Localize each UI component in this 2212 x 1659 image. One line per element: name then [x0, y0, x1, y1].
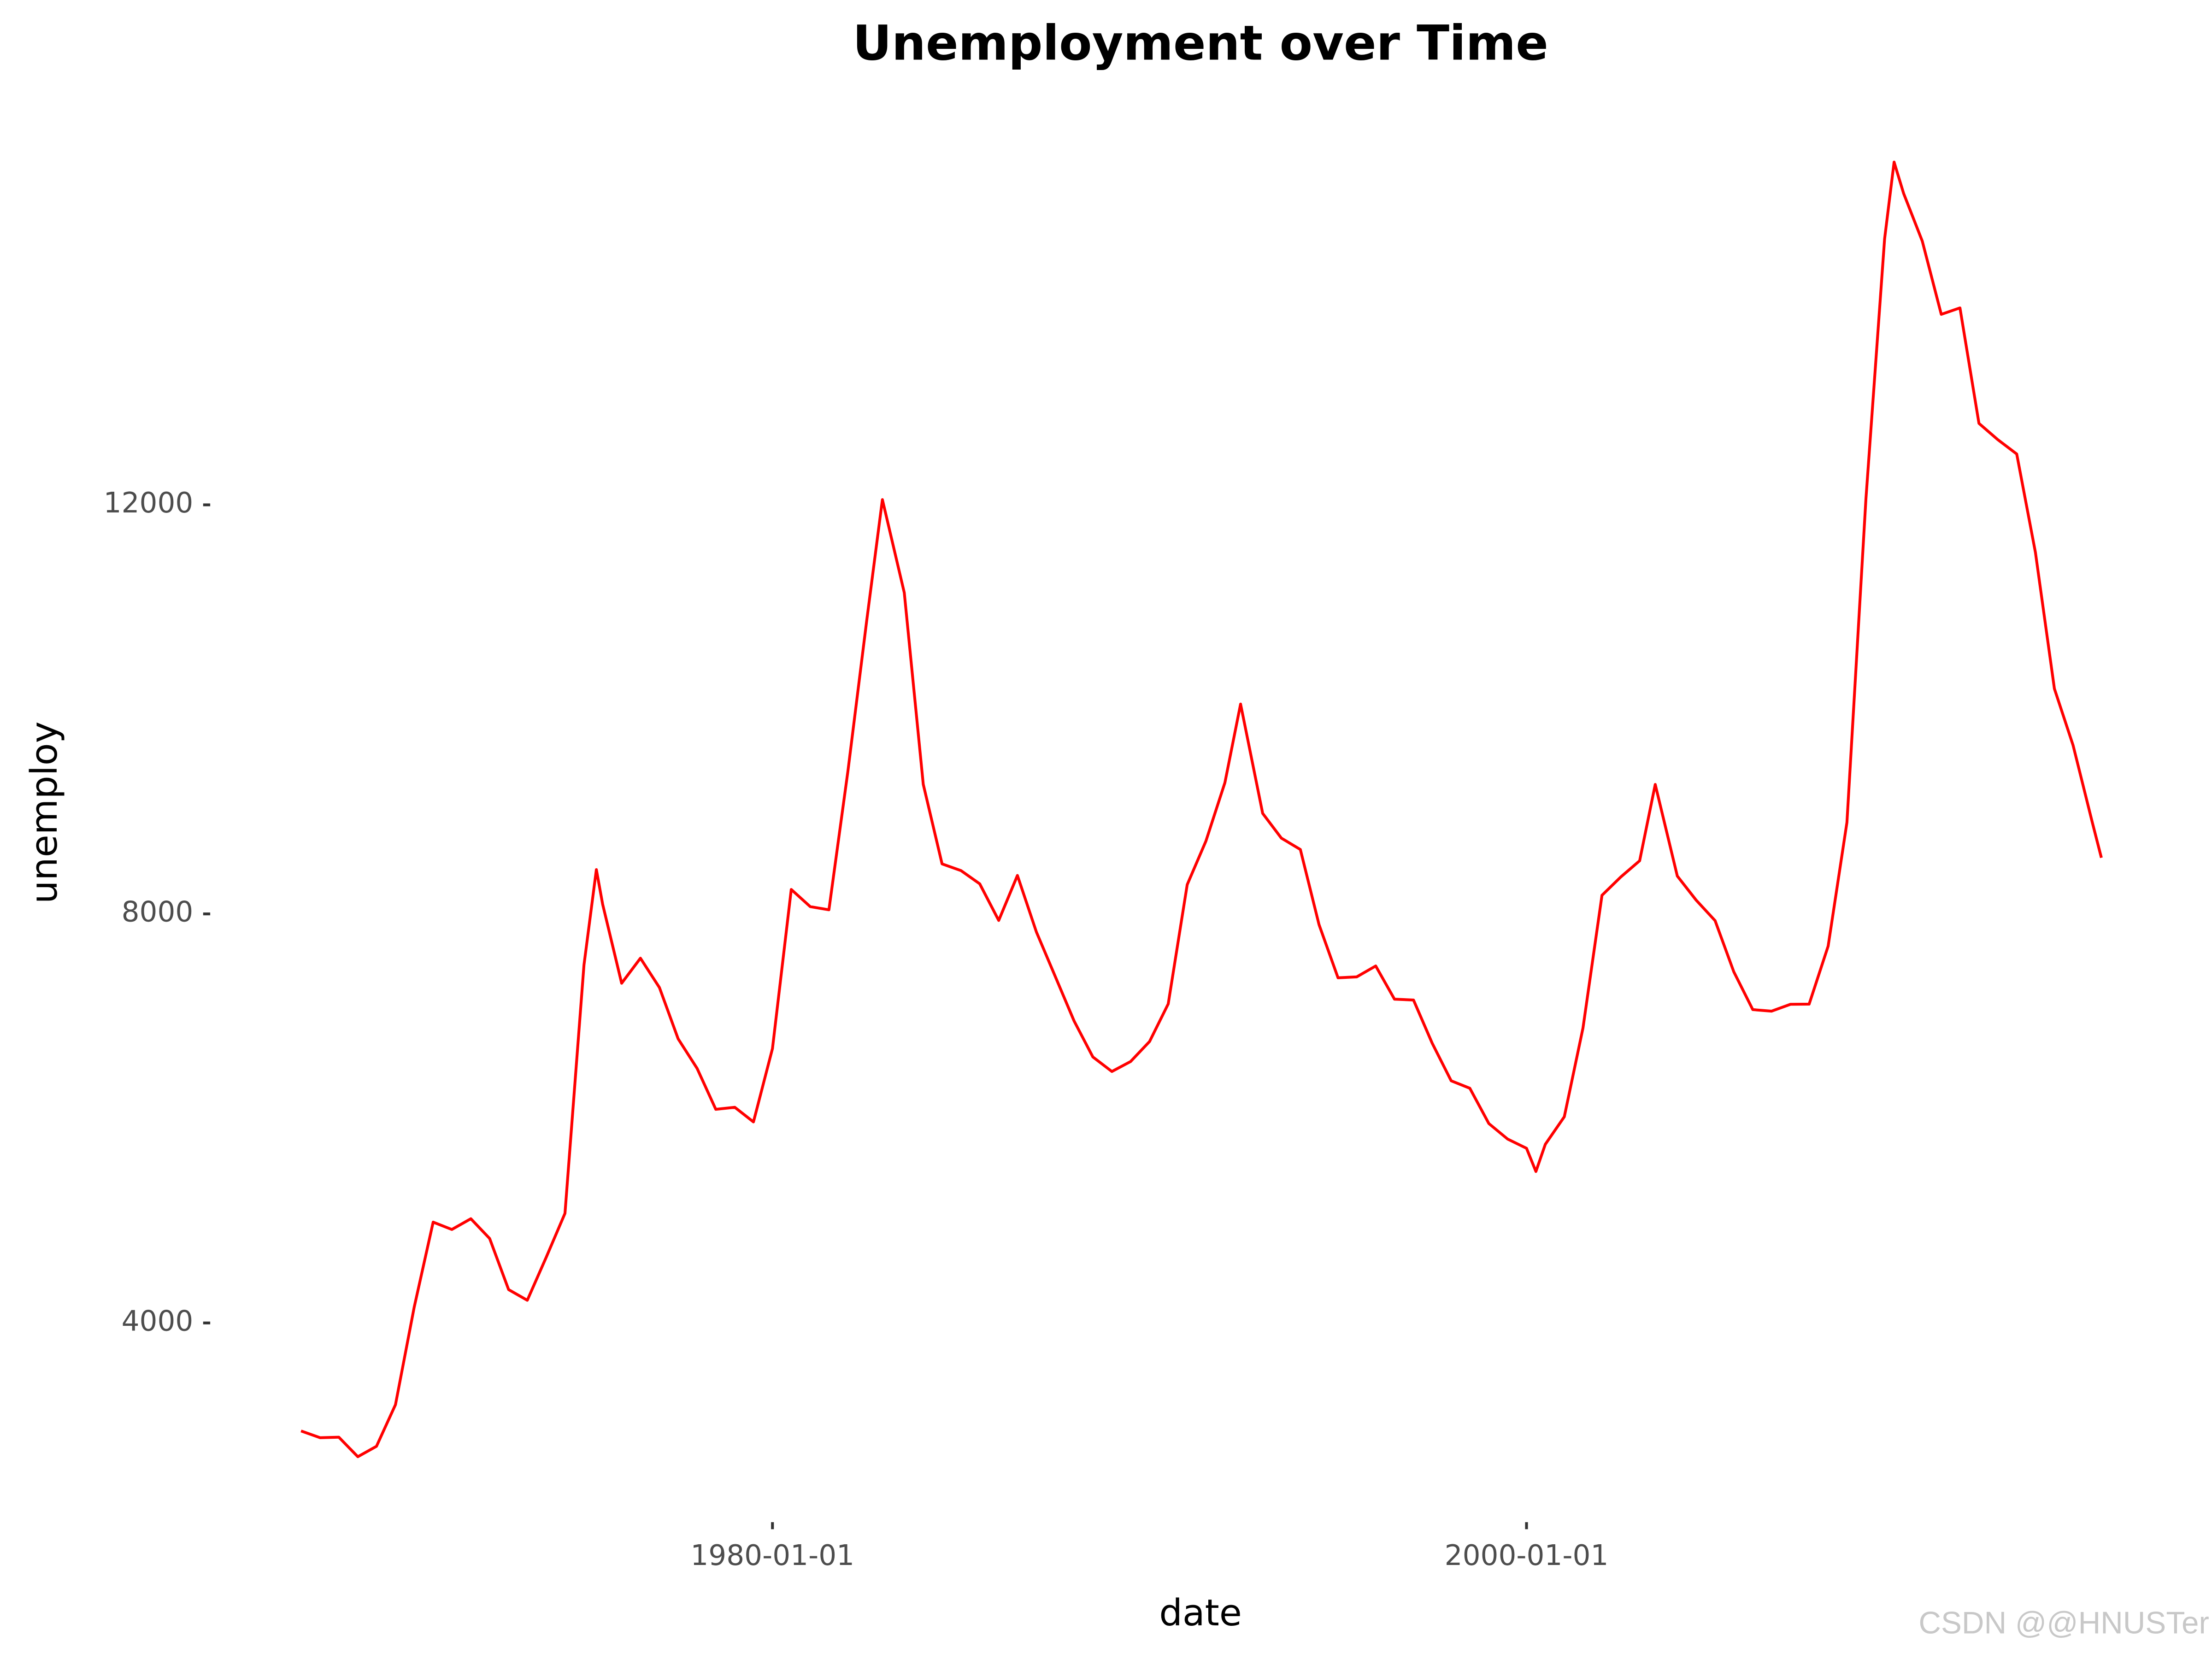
- chart-title: Unemployment over Time: [853, 15, 1548, 71]
- y-tick-label: 12000: [104, 487, 194, 519]
- y-tick-label: 8000: [122, 896, 194, 929]
- x-tick-label: 2000-01-01: [1445, 1539, 1609, 1572]
- watermark: CSDN @@HNUSTer: [1918, 1606, 2209, 1640]
- data-line: [300, 160, 2103, 1459]
- y-tick-label: 4000: [122, 1305, 194, 1337]
- x-tick-label: 1980-01-01: [690, 1539, 854, 1572]
- x-axis-title: date: [1159, 1591, 1241, 1634]
- y-axis-title: unemploy: [23, 721, 65, 904]
